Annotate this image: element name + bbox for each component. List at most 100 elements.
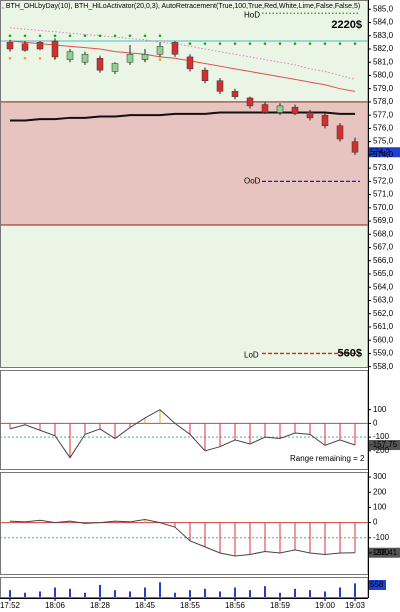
volume-bar: [159, 582, 161, 598]
candle-body: [351, 141, 359, 153]
x-tick-label: 18:59: [270, 601, 291, 610]
chart-title: , BTH_OHLbyDay(10), BTH_HiLoActivator(20…: [2, 3, 360, 10]
x-tick-label: 17:52: [0, 601, 21, 610]
y-tick-label: 570,0: [373, 203, 394, 212]
y-tick-label: 580,0: [373, 71, 394, 80]
y-tick-label: -100: [373, 533, 390, 542]
dot: [8, 56, 12, 60]
dot: [158, 34, 162, 38]
y-tick-label: 0: [373, 518, 378, 527]
dot: [248, 42, 252, 45]
dot: [38, 56, 42, 60]
volume-bar: [324, 591, 326, 598]
y-tick-label: 563,0: [373, 296, 394, 305]
y-tick-label: 575,0: [373, 137, 394, 146]
dot: [188, 42, 192, 45]
volume-bar: [264, 586, 266, 598]
zone: [0, 101, 368, 226]
y-tick-label: 567,0: [373, 243, 394, 252]
candle-body: [336, 125, 344, 140]
volume-bar: [129, 591, 131, 598]
dot: [338, 42, 342, 45]
dot: [83, 34, 87, 38]
zone: [0, 225, 368, 368]
value-tag-label: 574,2: [370, 147, 391, 156]
dot: [128, 34, 132, 38]
candle-body: [261, 104, 269, 113]
y-tick-label: 573,0: [373, 163, 394, 172]
volume-bar: [174, 592, 176, 598]
volume-bar: [309, 590, 311, 598]
volume-bar: [249, 590, 251, 598]
volume-bar: [189, 590, 191, 598]
level-note: 2220$: [331, 19, 362, 31]
y-tick-label: 0: [373, 419, 378, 428]
candle-body: [231, 91, 239, 97]
value-tag-label: -157,75: [370, 440, 398, 449]
y-tick-label: 585,0: [373, 4, 394, 13]
candle-body: [276, 105, 284, 113]
volume-bar: [114, 590, 116, 598]
dot: [8, 34, 12, 38]
volume-bar: [9, 590, 11, 598]
volume-bar: [354, 583, 356, 598]
candle-body: [96, 57, 104, 71]
dot: [278, 42, 282, 45]
y-tick-label: 100: [373, 405, 387, 414]
candle-body: [246, 97, 254, 107]
value-tag: [368, 440, 400, 451]
volume-bar: [54, 587, 56, 598]
candle-body: [111, 63, 119, 72]
y-tick-label: 579,0: [373, 84, 394, 93]
candle-body: [171, 42, 179, 55]
dot: [203, 42, 207, 45]
y-tick-label: 566,0: [373, 256, 394, 265]
volume-bar: [99, 584, 101, 598]
series-line: [9, 409, 356, 459]
x-tick-label: 18:06: [45, 601, 66, 610]
volume-bar: [144, 587, 146, 598]
volume-bar: [204, 588, 206, 598]
y-tick-label: 577,0: [373, 110, 394, 119]
y-tick-label: 581,0: [373, 57, 394, 66]
candle-body: [21, 43, 29, 51]
y-tick-label: 584,0: [373, 18, 394, 27]
y-tick-label: -200: [373, 446, 390, 455]
dot: [38, 34, 42, 38]
dot: [53, 34, 57, 38]
y-tick-label: 568,0: [373, 229, 394, 238]
series-line: [9, 519, 356, 557]
candle-body: [141, 54, 149, 60]
dot: [98, 34, 102, 38]
volume-bar: [69, 588, 71, 598]
y-tick-label: 100: [373, 503, 387, 512]
candle-body: [201, 69, 209, 81]
y-tick-label: 583,0: [373, 31, 394, 40]
y-tick-label: 559,0: [373, 349, 394, 358]
dot: [353, 42, 357, 45]
volume-bar: [234, 587, 236, 598]
y-tick-label: 565,0: [373, 269, 394, 278]
candle-body: [186, 56, 194, 70]
volume-bar: [219, 591, 221, 598]
x-tick-label: 19:00: [315, 601, 336, 610]
level-name: OoD: [244, 176, 261, 185]
y-tick-label: 576,0: [373, 124, 394, 133]
candle-body: [66, 51, 74, 60]
dot: [158, 58, 162, 61]
level-name: LoD: [244, 351, 259, 360]
value-tag: [368, 147, 400, 158]
y-tick-label: 561,0: [373, 322, 394, 331]
value-tag-label: -198,41: [370, 548, 398, 557]
annotation: Range remaining = 2: [290, 454, 365, 463]
candle-body: [81, 54, 89, 63]
dot: [263, 42, 267, 45]
dot: [233, 42, 237, 45]
value-tag: [368, 547, 400, 558]
volume-bar: [339, 587, 341, 598]
series-line: [9, 40, 356, 92]
y-tick-label: 200: [373, 487, 387, 496]
y-tick-label: 564,0: [373, 282, 394, 291]
dot: [113, 34, 117, 38]
